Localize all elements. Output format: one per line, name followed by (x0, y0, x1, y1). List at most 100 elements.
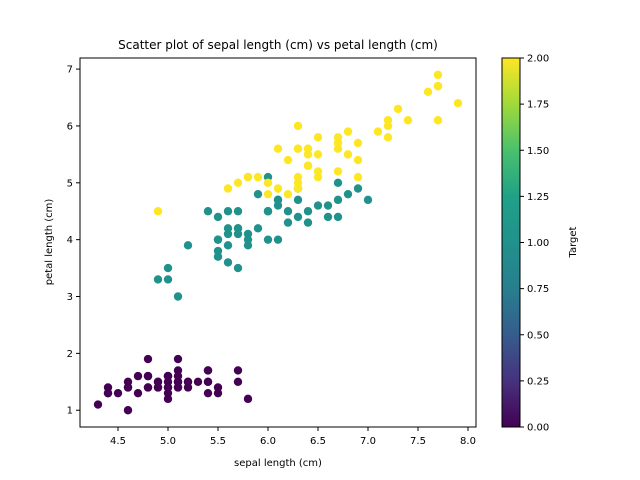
data-point-115 (303, 161, 313, 170)
x-tick-label: 5.0 (160, 436, 176, 447)
data-point-99 (233, 229, 243, 239)
data-point-125 (383, 121, 393, 131)
data-point-131 (453, 99, 463, 108)
colorbar-tick-label: 0.00 (527, 423, 549, 434)
data-point-54 (313, 201, 323, 210)
data-point-44 (173, 354, 183, 364)
colorbar-tick-label: 1.00 (527, 238, 549, 249)
x-tick-label: 8.0 (460, 436, 476, 447)
data-point-118 (433, 70, 443, 79)
data-point-100 (293, 121, 303, 131)
data-point-135 (433, 116, 443, 125)
plot-frame (79, 57, 477, 428)
data-point-92 (243, 235, 253, 244)
x-axis-label: sepal length (cm) (234, 458, 322, 469)
data-point-77 (333, 178, 343, 187)
data-point-113 (233, 178, 243, 187)
data-point-121 (223, 184, 233, 193)
data-point-81 (213, 252, 223, 261)
data-point-94 (223, 224, 233, 233)
data-point-130 (403, 116, 413, 125)
data-point-56 (293, 195, 303, 205)
colorbar-tick-label: 1.75 (527, 100, 549, 111)
data-point-76 (343, 189, 353, 199)
data-point-116 (313, 150, 323, 159)
data-point-71 (273, 235, 283, 244)
data-point-20 (203, 366, 213, 375)
y-tick-label: 6 (67, 121, 73, 132)
data-point-87 (293, 212, 303, 222)
data-point-142 (243, 172, 253, 182)
x-tick-label: 7.0 (360, 436, 376, 447)
data-point-112 (343, 150, 353, 159)
y-tick-label: 2 (67, 349, 73, 360)
data-point-149 (253, 172, 263, 182)
data-point-139 (353, 155, 363, 165)
data-point-16 (203, 388, 213, 398)
data-point-64 (223, 258, 233, 267)
data-point-122 (433, 81, 443, 91)
data-point-47 (123, 383, 133, 392)
data-point-145 (333, 167, 343, 176)
data-point-97 (283, 218, 293, 227)
data-point-146 (293, 178, 303, 187)
x-tick-label: 6.0 (260, 436, 276, 447)
y-tick-label: 4 (67, 235, 73, 246)
data-point-37 (153, 383, 163, 392)
data-point-48 (193, 377, 203, 386)
data-point-120 (353, 138, 363, 148)
data-point-136 (293, 144, 303, 153)
colorbar-tick-label: 2.00 (527, 54, 549, 65)
data-point-102 (373, 127, 383, 136)
data-point-14 (243, 394, 253, 404)
data-point-66 (223, 207, 233, 216)
y-axis: 1 2 3 4 5 6 7 (67, 65, 80, 417)
data-point-85 (263, 207, 273, 216)
chart-title: Scatter plot of sepal length (cm) vs pet… (118, 38, 438, 52)
x-axis: 4.5 5.0 5.5 6.0 6.5 7.0 7.5 8.0 (110, 427, 476, 447)
data-point-15 (233, 377, 243, 386)
data-point-65 (333, 212, 343, 222)
data-point-105 (423, 87, 433, 97)
data-point-41 (113, 388, 123, 398)
data-point-90 (213, 212, 223, 222)
data-point-52 (353, 184, 363, 193)
colorbar-tick-label: 0.75 (527, 284, 549, 295)
data-point-60 (163, 263, 173, 273)
data-point-79 (233, 263, 243, 273)
data-point-68 (283, 207, 293, 216)
data-point-86 (333, 195, 343, 205)
data-point-148 (283, 155, 293, 165)
colorbar-axis: 0.00 0.25 0.50 0.75 1.00 1.25 1.50 1.75 2.00 (520, 54, 549, 434)
data-point-61 (253, 224, 263, 233)
data-point-42 (103, 388, 113, 398)
colorbar-tick-label: 1.25 (527, 192, 549, 203)
data-point-141 (353, 172, 363, 182)
data-point-49 (163, 383, 173, 392)
data-point-57 (153, 275, 163, 284)
data-point-59 (183, 241, 193, 250)
y-tick-label: 7 (67, 65, 73, 76)
data-point-51 (303, 207, 313, 216)
data-point-106 (153, 207, 163, 216)
x-tick-label: 4.5 (110, 436, 126, 447)
colorbar-label: Target (568, 226, 579, 258)
data-point-69 (223, 241, 233, 250)
colorbar-tick-label: 0.50 (527, 330, 549, 341)
data-point-55 (233, 207, 243, 216)
data-point-24 (143, 354, 153, 364)
data-point-50 (363, 195, 373, 205)
data-point-134 (273, 144, 283, 153)
data-point-147 (313, 167, 323, 176)
colorbar (501, 57, 521, 428)
data-point-129 (383, 133, 393, 142)
data-point-104 (313, 133, 323, 142)
data-point-137 (303, 150, 313, 159)
data-point-107 (393, 104, 403, 114)
data-point-30 (143, 371, 153, 381)
data-point-58 (323, 201, 333, 210)
data-point-98 (173, 292, 183, 301)
data-point-119 (263, 178, 273, 187)
x-tick-label: 6.5 (310, 436, 326, 447)
